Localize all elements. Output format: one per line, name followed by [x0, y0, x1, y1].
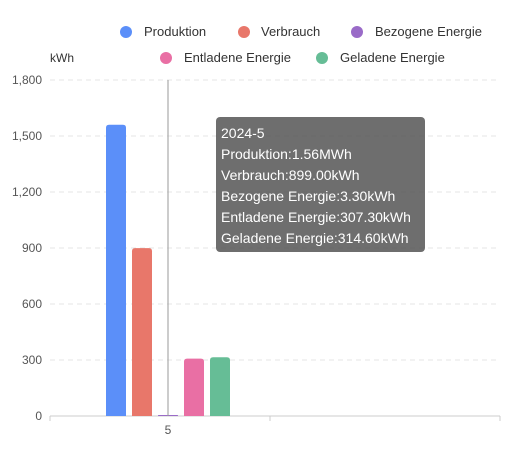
x-axis-ticks: 5	[165, 423, 172, 437]
tooltip-title: 2024-5	[221, 125, 265, 141]
legend-item-produktion[interactable]: Produktion	[120, 24, 206, 39]
tooltip-line-produktion: Produktion:1.56MWh	[221, 146, 352, 162]
bar-geladene-energie[interactable]	[210, 357, 230, 416]
y-tick-label: 900	[22, 241, 42, 255]
legend-marker-produktion	[120, 26, 132, 38]
tooltip-line-entladene-energie: Entladene Energie:307.30kWh	[221, 209, 411, 225]
legend-item-entladene-energie[interactable]: Entladene Energie	[160, 50, 291, 65]
y-tick-label: 0	[35, 409, 42, 423]
y-tick-label: 1,200	[12, 185, 42, 199]
y-tick-label: 300	[22, 353, 42, 367]
legend-label-entladene-energie: Entladene Energie	[184, 50, 291, 65]
x-tick-label: 5	[165, 423, 172, 437]
legend-item-bezogene-energie[interactable]: Bezogene Energie	[351, 24, 482, 39]
legend-label-geladene-energie: Geladene Energie	[340, 50, 445, 65]
y-tick-label: 1,800	[12, 73, 42, 87]
legend-item-verbrauch[interactable]: Verbrauch	[238, 24, 320, 39]
legend-label-verbrauch: Verbrauch	[261, 24, 320, 39]
y-tick-label: 1,500	[12, 129, 42, 143]
bar-entladene-energie[interactable]	[184, 358, 204, 416]
tooltip-line-geladene-energie: Geladene Energie:314.60kWh	[221, 230, 409, 246]
tooltip-line-bezogene-energie: Bezogene Energie:3.30kWh	[221, 188, 396, 204]
legend-marker-bezogene-energie	[351, 26, 363, 38]
bar-layer	[106, 124, 230, 417]
tooltip-line-verbrauch: Verbrauch:899.00kWh	[221, 167, 360, 183]
legend-marker-verbrauch	[238, 26, 250, 38]
legend-label-bezogene-energie: Bezogene Energie	[375, 24, 482, 39]
y-tick-label: 600	[22, 297, 42, 311]
y-axis-ticks: 0 300 600 900 1,200 1,500 1,800	[12, 73, 42, 423]
bar-produktion[interactable]	[106, 124, 126, 417]
legend-label-produktion: Produktion	[144, 24, 206, 39]
legend-marker-geladene-energie	[316, 52, 328, 64]
legend-item-geladene-energie[interactable]: Geladene Energie	[316, 50, 445, 65]
legend[interactable]: Produktion Verbrauch Bezogene Energie En…	[120, 24, 482, 65]
y-axis-unit: kWh	[50, 51, 74, 65]
legend-marker-entladene-energie	[160, 52, 172, 64]
bar-verbrauch[interactable]	[132, 248, 152, 416]
tooltip: 2024-5 Produktion:1.56MWh Verbrauch:899.…	[216, 117, 425, 252]
